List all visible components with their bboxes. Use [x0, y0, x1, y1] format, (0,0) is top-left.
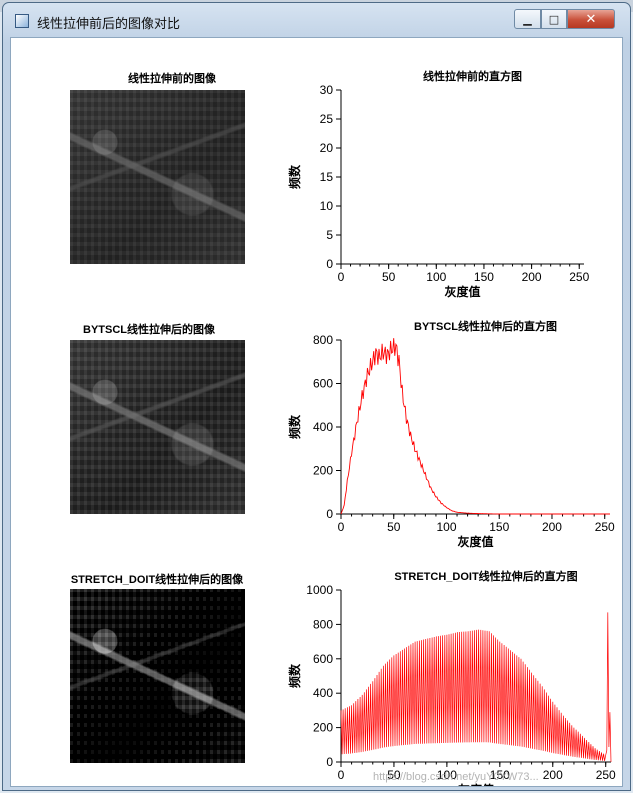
stretch-satellite-image — [70, 589, 245, 763]
y-tick-label: 1000 — [306, 583, 333, 597]
y-axis-label: 频数 — [287, 414, 302, 439]
x-tick-label: 100 — [437, 768, 457, 782]
y-tick-label: 0 — [326, 755, 333, 769]
y-tick-label: 30 — [320, 83, 334, 97]
x-tick-label: 0 — [338, 768, 345, 782]
histogram-0: 线性拉伸前的直方图 0 50 100 150 200 250 0 5 10 15 20 25 30 灰度值 频… — [287, 69, 590, 299]
y-tick-label: 200 — [313, 464, 333, 478]
bytscl-image-title: BYTSCL线性拉伸后的图像 — [83, 324, 215, 336]
app-window-icon[interactable] — [15, 14, 29, 28]
y-tick-label: 20 — [320, 141, 334, 155]
y-axis-label: 频数 — [287, 663, 302, 688]
chart-title: 线性拉伸前的直方图 — [423, 69, 522, 83]
x-tick-label: 50 — [382, 270, 396, 284]
x-tick-label: 200 — [542, 520, 562, 534]
histogram-2: STRETCH_DOIT线性拉伸后的直方图 0 50 100 150 200 250 0 200… — [287, 569, 616, 787]
y-tick-label: 200 — [313, 721, 333, 735]
x-axis-label: 灰度值 — [457, 534, 493, 549]
x-tick-label: 50 — [387, 768, 401, 782]
y-axis-label: 频数 — [287, 164, 302, 189]
histogram-series-line — [340, 338, 610, 515]
x-axis-label: 灰度值 — [444, 284, 480, 299]
chart-title: STRETCH_DOIT线性拉伸后的直方图 — [394, 569, 577, 583]
x-tick-label: 0 — [338, 520, 345, 534]
histogram-series-line — [340, 612, 612, 763]
watermark: https://blog.csdn.net/yuY0YW73... — [373, 771, 539, 783]
y-tick-label: 10 — [320, 199, 334, 213]
plot-area: 线性拉伸前的图像 BYTSCL线性拉伸后的图像 STRETCH_DOIT线性拉伸… — [10, 37, 623, 787]
x-tick-label: 250 — [595, 520, 615, 534]
x-axis-label: 灰度值 — [458, 782, 494, 787]
x-tick-label: 50 — [387, 520, 401, 534]
y-tick-label: 0 — [326, 507, 333, 521]
y-tick-label: 800 — [313, 333, 333, 347]
x-tick-label: 150 — [489, 520, 509, 534]
x-tick-label: 250 — [569, 270, 589, 284]
x-tick-label: 250 — [596, 768, 616, 782]
y-tick-label: 25 — [320, 112, 334, 126]
stretch-image-title: STRETCH_DOIT线性拉伸后的图像 — [70, 574, 244, 586]
x-tick-label: 150 — [490, 768, 510, 782]
x-tick-label: 0 — [338, 270, 345, 284]
y-tick-label: 400 — [313, 420, 333, 434]
bytscl-satellite-image — [70, 340, 245, 514]
y-tick-label: 5 — [326, 228, 333, 242]
x-tick-label: 150 — [474, 270, 494, 284]
y-tick-label: 15 — [320, 170, 334, 184]
x-tick-label: 200 — [522, 270, 542, 284]
y-tick-label: 800 — [313, 617, 333, 631]
x-tick-label: 100 — [436, 520, 456, 534]
y-tick-label: 0 — [326, 257, 333, 271]
y-tick-label: 600 — [313, 377, 333, 391]
close-button[interactable]: ✕ — [567, 9, 615, 29]
x-tick-label: 200 — [543, 768, 563, 782]
histogram-1: BYTSCL线性拉伸后的直方图 0 50 100 150 200 250 0 200 400 600… — [287, 319, 615, 549]
title-bar[interactable]: 线性拉伸前后的图像对比 ▁ □ ✕ — [3, 3, 630, 37]
original-image-title: 线性拉伸前的图像 — [128, 73, 216, 85]
y-tick-label: 400 — [313, 686, 333, 700]
original-satellite-image — [70, 90, 245, 264]
minimize-button[interactable]: ▁ — [514, 9, 541, 29]
chart-title: BYTSCL线性拉伸后的直方图 — [414, 319, 557, 333]
x-tick-label: 100 — [426, 270, 446, 284]
maximize-button[interactable]: □ — [541, 9, 567, 29]
window-title: 线性拉伸前后的图像对比 — [37, 17, 181, 32]
y-tick-label: 600 — [313, 652, 333, 666]
